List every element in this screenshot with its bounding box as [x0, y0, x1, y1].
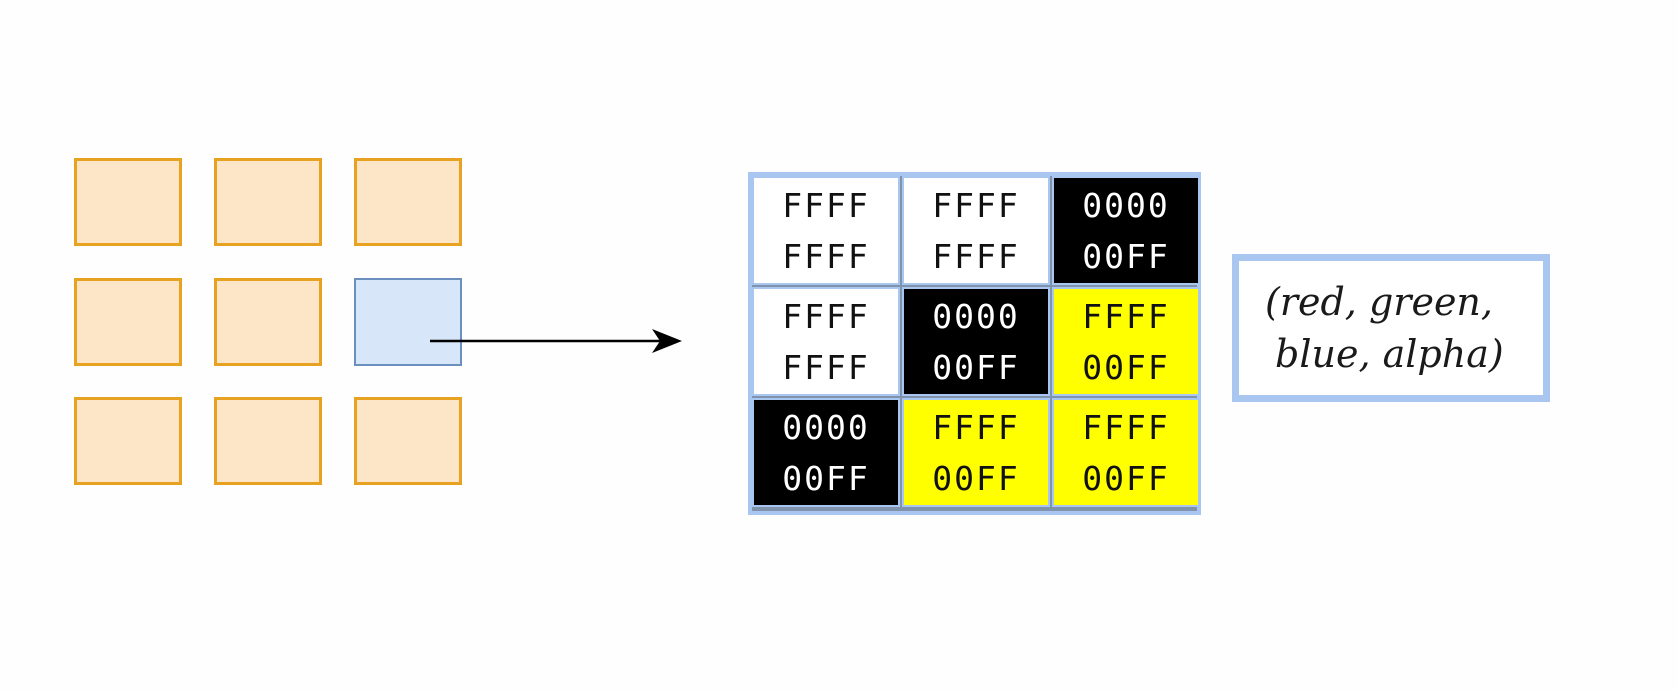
grid-cell — [354, 158, 462, 246]
pixel-value-line1: FFFF — [782, 296, 870, 336]
pixel-cell: 0000 00FF — [902, 287, 1050, 396]
pixel-cell: 0000 00FF — [1052, 176, 1200, 285]
legend-line2: blue, alpha) — [1275, 332, 1504, 376]
grid-cell — [214, 158, 322, 246]
pixel-value-line1: 0000 — [1082, 185, 1170, 225]
pixel-value-line2: 00FF — [1082, 347, 1170, 387]
pixel-value-line1: 0000 — [932, 296, 1020, 336]
pixel-value-line1: FFFF — [1082, 296, 1170, 336]
pixel-value-line1: FFFF — [782, 185, 870, 225]
pixel-cell: FFFF FFFF — [752, 287, 900, 396]
channel-legend: (red, green, blue, alpha) — [1232, 254, 1550, 402]
pixel-value-line2: FFFF — [782, 347, 870, 387]
pixel-value-line2: FFFF — [782, 236, 870, 276]
pixel-value-line2: 00FF — [932, 347, 1020, 387]
pixel-value-line1: FFFF — [932, 407, 1020, 447]
pixel-cell: FFFF FFFF — [902, 176, 1050, 285]
pixel-cell: FFFF FFFF — [752, 176, 900, 285]
pixel-cell: FFFF 00FF — [1052, 398, 1200, 507]
pixel-value-line2: 00FF — [782, 458, 870, 498]
pixel-cell: 0000 00FF — [752, 398, 900, 507]
grid-cell — [74, 397, 182, 485]
pixel-value-line2: 00FF — [1082, 458, 1170, 498]
grid-cell — [74, 278, 182, 366]
grid-cell — [214, 278, 322, 366]
grid-cell — [74, 158, 182, 246]
pixel-value-line1: FFFF — [1082, 407, 1170, 447]
arrow-right-icon — [430, 329, 682, 353]
pixel-value-line2: 00FF — [1082, 236, 1170, 276]
legend-line1: (red, green, — [1265, 280, 1493, 324]
grid-cell — [214, 397, 322, 485]
pixel-value-line1: FFFF — [932, 185, 1020, 225]
pixel-value-table: FFFF FFFF FFFF FFFF 0000 00FF FFFF FFFF … — [748, 172, 1201, 515]
pixel-value-line1: 0000 — [782, 407, 870, 447]
pixel-value-line2: 00FF — [932, 458, 1020, 498]
selected-grid-cell — [354, 278, 462, 366]
grid-cell — [354, 397, 462, 485]
pixel-cell: FFFF 00FF — [902, 398, 1050, 507]
pixel-cell: FFFF 00FF — [1052, 287, 1200, 396]
pixel-value-line2: FFFF — [932, 236, 1020, 276]
